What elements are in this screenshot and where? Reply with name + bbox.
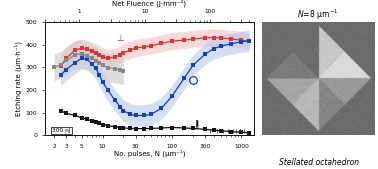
Text: ∥: ∥ bbox=[195, 119, 199, 128]
Y-axis label: Etching rate (μm·h⁻¹): Etching rate (μm·h⁻¹) bbox=[15, 41, 23, 116]
X-axis label: Net Fluence (J·mm⁻²): Net Fluence (J·mm⁻²) bbox=[113, 0, 186, 7]
X-axis label: No. pulses, N (μm⁻¹): No. pulses, N (μm⁻¹) bbox=[114, 150, 185, 157]
Text: ⊥: ⊥ bbox=[116, 34, 124, 43]
Text: 300 nJ: 300 nJ bbox=[53, 128, 71, 133]
Text: Stellated octahedron: Stellated octahedron bbox=[279, 158, 359, 167]
Title: $N\!=\!8\ \mathrm{\mu m^{-1}}$: $N\!=\!8\ \mathrm{\mu m^{-1}}$ bbox=[297, 8, 339, 22]
